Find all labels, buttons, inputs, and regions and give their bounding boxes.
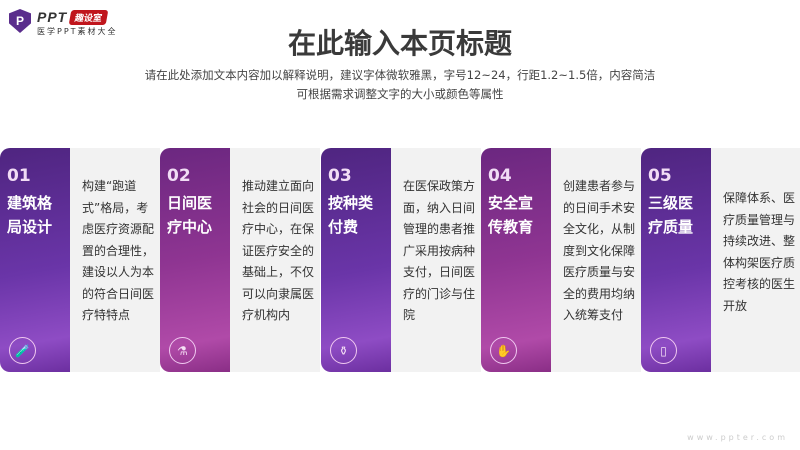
card-title: 建筑格局设计 (7, 194, 53, 236)
card-header-panel: 01 建筑格局设计 🧪 (0, 148, 70, 372)
card-number: 05 (648, 166, 672, 186)
card-title: 按种类付费 (328, 194, 374, 236)
medicine-bottle-icon: ⚱ (330, 337, 357, 364)
pill-box-icon: ▯ (650, 337, 677, 364)
card-02: 02 日间医疗中心 ⚗ 推动建立面向社会的日间医疗中心，在保证医疗安全的基础上，… (160, 148, 320, 372)
card-header-panel: 02 日间医疗中心 ⚗ (160, 148, 230, 372)
pipette-icon: ⚗ (169, 337, 196, 364)
card-text: 构建“跑道式”格局，考虑医疗资源配置的合理性，建设以人为本的符合日间医疗特特点 (70, 148, 160, 372)
hand-wash-icon: ✋ (490, 337, 517, 364)
watermark: www.ppter.com (687, 433, 788, 442)
card-number: 02 (167, 166, 191, 186)
card-text: 在医保政策方面，纳入日间管理的患者推广采用按病种支付，日间医疗的门诊与住院 (391, 148, 481, 372)
card-header-panel: 03 按种类付费 ⚱ (321, 148, 391, 372)
card-title: 安全宣传教育 (488, 194, 534, 236)
subtitle-line: 可根据需求调整文字的大小或颜色等属性 (296, 87, 504, 101)
card-number: 01 (7, 166, 31, 186)
card-number: 04 (488, 166, 512, 186)
card-text: 推动建立面向社会的日间医疗中心，在保证医疗安全的基础上，不仅可以向隶属医疗机构内 (230, 148, 320, 372)
card-header-panel: 05 三级医疗质量 ▯ (641, 148, 711, 372)
page-subtitle: 请在此处添加文本内容加以解释说明，建议字体微软雅黑，字号12~24，行距1.2~… (0, 66, 800, 104)
logo-tagline: 医学PPT素材大全 (37, 27, 118, 36)
card-05: 05 三级医疗质量 ▯ 保障体系、医疗质量管理与持续改进、整体构架医疗质控考核的… (641, 148, 800, 372)
logo: P PPT 趣设室 医学PPT素材大全 (9, 9, 118, 37)
card-header-panel: 04 安全宣传教育 ✋ (481, 148, 551, 372)
card-text: 保障体系、医疗质量管理与持续改进、整体构架医疗质控考核的医生开放 (711, 148, 800, 372)
logo-brand: PPT (37, 9, 68, 25)
card-04: 04 安全宣传教育 ✋ 创建患者参与的日间手术安全文化，从制度到文化保障医疗质量… (481, 148, 641, 372)
card-number: 03 (328, 166, 352, 186)
card-01: 01 建筑格局设计 🧪 构建“跑道式”格局，考虑医疗资源配置的合理性，建设以人为… (0, 148, 160, 372)
card-title: 三级医疗质量 (648, 194, 694, 236)
card-text: 创建患者参与的日间手术安全文化，从制度到文化保障医疗质量与安全的费用均纳入统筹支… (551, 148, 641, 372)
test-tube-icon: 🧪 (9, 337, 36, 364)
shield-logo-icon: P (9, 9, 31, 33)
page-title: 在此输入本页标题 (287, 27, 512, 60)
card-03: 03 按种类付费 ⚱ 在医保政策方面，纳入日间管理的患者推广采用按病种支付，日间… (321, 148, 481, 372)
card-title: 日间医疗中心 (167, 194, 213, 236)
subtitle-line: 请在此处添加文本内容加以解释说明，建议字体微软雅黑，字号12~24，行距1.2~… (144, 68, 656, 82)
